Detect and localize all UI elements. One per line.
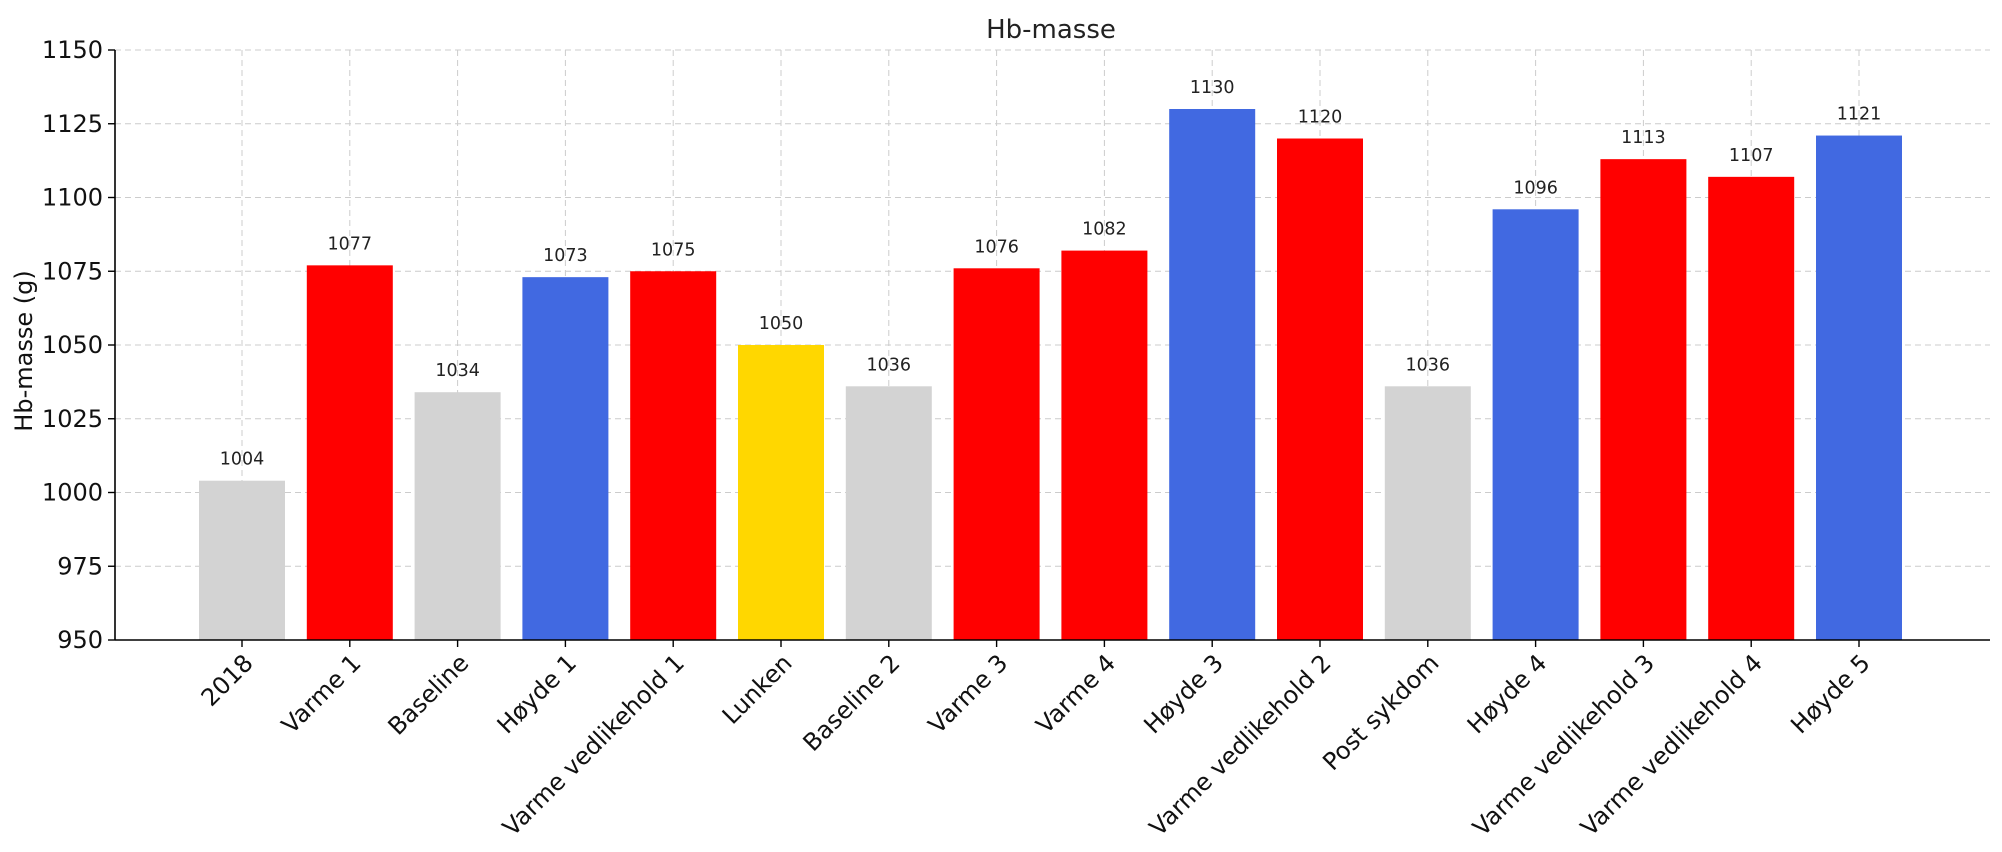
y-tick-label: 1075: [42, 257, 103, 285]
data-label: 1004: [220, 450, 265, 470]
data-label: 1034: [435, 361, 480, 381]
bar: [1492, 209, 1579, 641]
data-label: 1121: [1837, 105, 1882, 125]
bar: [953, 268, 1040, 640]
data-label: 1107: [1729, 146, 1774, 166]
bar: [738, 345, 824, 640]
x-tick-label: Varme vedlikehold 2: [1144, 649, 1337, 842]
data-label: 1096: [1513, 178, 1558, 198]
x-tick-label: Baseline: [383, 649, 475, 741]
bar: [630, 271, 717, 640]
x-tick-label: Varme vedlikehold 1: [497, 649, 690, 842]
x-tick-label: 2018: [196, 649, 259, 712]
data-label: 1113: [1621, 128, 1666, 148]
data-label: 1036: [1406, 355, 1451, 375]
data-label: 1120: [1298, 108, 1343, 128]
y-tick-label: 950: [57, 626, 103, 654]
data-labels: 1004 1077 1034 1073 1075 1050 1036 1076 1082 1130…: [220, 78, 1882, 470]
data-label: 1073: [543, 246, 588, 266]
y-tick-label: 1100: [42, 184, 103, 212]
data-label: 1050: [759, 314, 804, 334]
bar: [845, 386, 932, 640]
bar: [1600, 159, 1687, 640]
bar: [1816, 135, 1902, 641]
data-label: 1075: [651, 240, 696, 260]
bar: [1169, 109, 1256, 640]
bar: [199, 480, 285, 640]
bar: [1277, 138, 1363, 640]
data-label: 1076: [974, 237, 1019, 257]
x-tick-label: Lunken: [717, 649, 798, 730]
data-label: 1036: [867, 355, 912, 375]
bar: [1384, 386, 1471, 640]
bar: [1708, 176, 1795, 640]
x-tick-label: Høyde 1: [492, 649, 582, 739]
y-tick-label: 1000: [42, 479, 103, 507]
data-label: 1130: [1190, 78, 1235, 98]
y-tick-label: 1150: [42, 36, 103, 64]
x-tick-label: Varme vedlikehold 3: [1467, 649, 1660, 842]
bars: [199, 109, 1902, 641]
bar: [414, 392, 501, 640]
x-tick-label: Varme 4: [1031, 649, 1121, 739]
y-tick-label: 1025: [42, 405, 103, 433]
x-tick-label: Høyde 5: [1785, 649, 1875, 739]
data-label: 1077: [328, 234, 373, 254]
y-ticks: 950 975 1000 1025 1050 1075 1100 1125 1150: [42, 36, 115, 654]
data-label: 1082: [1082, 220, 1127, 240]
x-tick-label: Varme 1: [276, 649, 366, 739]
chart-title: Hb-masse: [986, 15, 1116, 45]
y-tick-label: 975: [57, 552, 103, 580]
x-tick-label: Høyde 4: [1462, 649, 1552, 739]
y-tick-label: 1050: [42, 331, 103, 359]
y-tick-label: 1125: [42, 110, 103, 138]
bar: [306, 265, 393, 640]
x-tick-label: Baseline 2: [798, 649, 906, 757]
bar: [522, 277, 609, 640]
x-tick-label: Varme vedlikehold 4: [1575, 649, 1768, 842]
x-tick-label: Varme 3: [923, 649, 1013, 739]
x-tick-label: Post sykdom: [1317, 649, 1444, 776]
y-axis-label: Hb-masse (g): [10, 270, 38, 431]
x-tick-label: Høyde 3: [1138, 649, 1228, 739]
bar: [1061, 250, 1148, 640]
